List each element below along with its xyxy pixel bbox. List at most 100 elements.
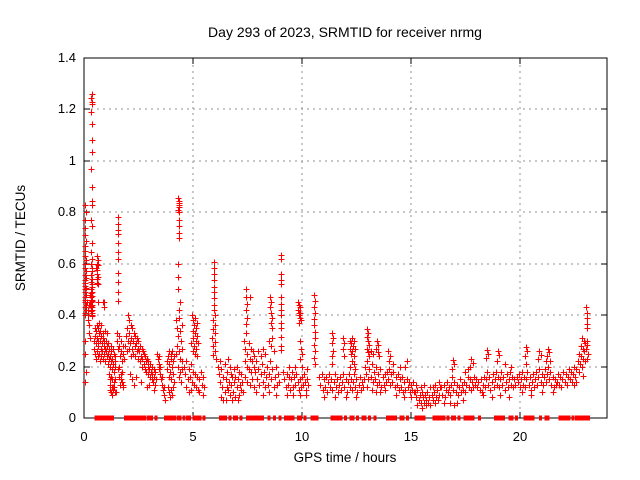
zero-value-marker bbox=[110, 415, 114, 421]
zero-value-marker bbox=[399, 415, 405, 421]
zero-value-marker bbox=[245, 415, 249, 421]
zero-value-marker bbox=[457, 415, 461, 421]
zero-value-marker bbox=[202, 415, 206, 421]
y-tick-label: 0.2 bbox=[58, 359, 76, 374]
x-tick-label: 20 bbox=[513, 429, 527, 444]
x-tick-label: 15 bbox=[404, 429, 418, 444]
zero-value-marker bbox=[172, 415, 176, 421]
zero-value-marker bbox=[478, 415, 481, 421]
zero-value-marker bbox=[373, 415, 377, 421]
zero-value-marker bbox=[303, 415, 307, 421]
zero-value-marker bbox=[515, 415, 519, 421]
x-tick-label: 5 bbox=[189, 429, 196, 444]
zero-value-marker bbox=[406, 415, 410, 421]
zero-value-marker bbox=[494, 415, 502, 421]
zero-value-marker bbox=[368, 415, 371, 421]
zero-value-marker bbox=[273, 415, 277, 421]
zero-value-marker bbox=[193, 415, 202, 421]
zero-value-marker bbox=[356, 415, 359, 421]
zero-value-marker bbox=[248, 415, 254, 421]
zero-value-marker bbox=[233, 415, 238, 421]
chart-title: Day 293 of 2023, SRMTID for receiver nrm… bbox=[208, 24, 482, 40]
zero-value-marker bbox=[94, 415, 98, 421]
zero-value-marker bbox=[283, 415, 292, 421]
zero-value-marker bbox=[574, 415, 585, 421]
zero-value-marker bbox=[471, 415, 475, 421]
x-tick-label: 0 bbox=[80, 429, 87, 444]
zero-value-marker bbox=[135, 415, 139, 421]
zero-value-marker bbox=[361, 415, 367, 421]
y-tick-label: 0 bbox=[69, 410, 76, 425]
zero-value-marker bbox=[267, 415, 271, 421]
zero-value-marker bbox=[168, 415, 174, 421]
zero-value-marker bbox=[228, 415, 232, 421]
zero-value-marker bbox=[182, 415, 186, 421]
y-tick-label: 1.2 bbox=[58, 101, 76, 116]
zero-value-marker bbox=[186, 415, 192, 421]
zero-value-marker bbox=[558, 415, 567, 421]
zero-value-marker bbox=[450, 415, 456, 421]
zero-value-marker bbox=[239, 415, 243, 421]
zero-value-marker bbox=[150, 415, 154, 421]
zero-value-marker bbox=[224, 415, 228, 421]
y-tick-label: 1.4 bbox=[58, 50, 76, 65]
zero-value-marker bbox=[146, 415, 150, 421]
zero-value-marker bbox=[463, 415, 472, 421]
x-tick-label: 10 bbox=[295, 429, 309, 444]
x-axis-label: GPS time / hours bbox=[294, 450, 397, 465]
zero-value-marker bbox=[154, 415, 158, 421]
zero-value-marker bbox=[337, 415, 343, 421]
scatter-plus-markers bbox=[82, 91, 592, 412]
zero-value-marker bbox=[539, 415, 542, 421]
zero-value-marker bbox=[315, 415, 319, 421]
y-tick-labels: 0 0.2 0.4 0.6 0.8 1 1.2 1.4 bbox=[58, 50, 76, 425]
zero-value-marker bbox=[310, 415, 316, 421]
y-tick-label: 1 bbox=[69, 153, 76, 168]
zero-value-marker bbox=[141, 415, 147, 421]
zero-value-marker bbox=[414, 415, 423, 421]
zero-value-marker bbox=[386, 415, 395, 421]
zero-value-marker bbox=[102, 415, 106, 421]
y-axis-label: SRMTID / TECUs bbox=[13, 185, 28, 292]
zero-value-marker bbox=[544, 415, 550, 421]
zero-value-marker bbox=[582, 415, 588, 421]
zero-value-marker bbox=[531, 415, 535, 421]
zero-value-marker bbox=[565, 415, 571, 421]
zero-value-marker bbox=[297, 415, 303, 421]
zero-value-marker bbox=[291, 415, 295, 421]
zero-value-marker bbox=[437, 415, 446, 421]
zero-value-marker bbox=[218, 415, 224, 421]
zero-value-marker bbox=[252, 415, 261, 421]
zero-value-marker bbox=[508, 415, 514, 421]
zero-value-marker bbox=[124, 415, 129, 421]
y-tick-label: 0.6 bbox=[58, 256, 76, 271]
zero-value-marker bbox=[523, 415, 532, 421]
zero-value-marker bbox=[344, 415, 347, 421]
x-tick-labels: 0 5 10 15 20 bbox=[80, 429, 527, 444]
zero-value-marker bbox=[432, 415, 438, 421]
zero-value-marker bbox=[97, 415, 101, 421]
zero-value-marker bbox=[422, 415, 426, 421]
data-points-series bbox=[82, 91, 592, 412]
zero-value-marker bbox=[163, 415, 170, 421]
zero-value-marker bbox=[259, 415, 265, 421]
zero-value-marker bbox=[330, 415, 339, 421]
zero-line-markers bbox=[94, 415, 590, 421]
zero-value-marker bbox=[587, 415, 590, 421]
zero-value-marker bbox=[131, 415, 137, 421]
zero-value-marker bbox=[104, 415, 112, 421]
zero-value-marker bbox=[96, 415, 100, 421]
zero-value-marker bbox=[176, 415, 182, 421]
zero-value-marker bbox=[128, 415, 132, 421]
y-tick-label: 0.8 bbox=[58, 204, 76, 219]
zero-value-marker bbox=[99, 415, 103, 421]
zero-value-marker bbox=[394, 415, 398, 421]
zero-value-marker bbox=[571, 415, 575, 421]
zero-value-marker bbox=[502, 415, 505, 421]
y-tick-label: 0.4 bbox=[58, 307, 76, 322]
zero-value-marker bbox=[349, 415, 355, 421]
zero-value-marker bbox=[139, 415, 143, 421]
